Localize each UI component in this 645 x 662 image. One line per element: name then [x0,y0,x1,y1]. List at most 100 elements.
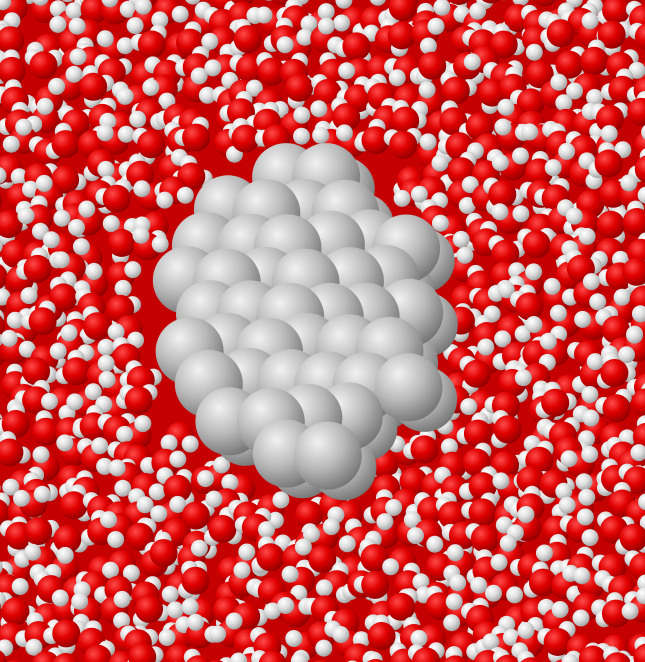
oxygen-atom [602,394,631,423]
hydrogen-atom [10,168,28,186]
oxygen-atom [489,30,518,59]
oxygen-atom [627,97,645,126]
hydrogen-atom [497,281,515,299]
hydrogen-atom [68,219,85,236]
water-molecule [629,636,645,662]
oxygen-atom [602,0,631,25]
hydrogen-atom [636,587,645,605]
water-molecule [560,445,599,478]
hydrogen-atom [575,473,593,491]
water-molecule [538,332,570,371]
oxygen-atom [555,50,584,79]
hydrogen-atom [419,133,437,151]
hydrogen-atom [0,167,7,184]
hydrogen-atom [169,495,187,513]
oxygen-atom [595,104,624,133]
oxygen-atom [208,515,237,543]
oxygen-atom [0,264,8,290]
oxygen-atom [493,415,522,444]
oxygen-atom [361,126,390,155]
oxygen-atom [0,56,26,85]
oxygen-atom [0,210,23,239]
oxygen-atom [0,602,1,612]
hydrogen-atom [187,613,204,631]
water-molecule [96,124,135,155]
water-molecule [62,0,74,3]
hydrogen-atom [376,513,394,531]
hydrogen-atom [586,353,604,371]
oxygen-atom [233,25,262,54]
oxygen-atom [257,57,286,86]
hydrogen-atom [151,235,169,253]
hydrogen-atom [369,0,386,6]
hydrogen-atom [96,30,114,48]
oxygen-atom [367,622,396,650]
hydrogen-atom [312,126,330,144]
oxygen-atom [124,386,153,415]
hydrogen-atom [60,324,78,342]
water-molecule [251,536,285,574]
hydrogen-atom [333,14,351,32]
hydrogen-atom [181,435,199,453]
hydrogen-atom [461,176,479,194]
hydrogen-atom [35,174,53,192]
water-molecule [0,136,1,147]
hydrogen-atom [521,123,539,141]
oxygen-atom [631,388,645,417]
oxygen-atom [546,19,575,48]
water-molecule [523,561,557,598]
hydrogen-atom [171,5,189,23]
water-molecule [544,142,580,179]
oxygen-atom [633,643,645,662]
hydrogen-atom [113,612,131,630]
oxygen-atom [59,491,88,520]
hydrogen-atom [48,77,66,95]
water-molecule [403,428,439,464]
hydrogen-atom [543,277,561,295]
water-molecule [566,508,599,547]
water-molecule [0,520,34,557]
water-molecule [0,193,3,208]
hydrogen-atom [445,593,463,611]
hydrogen-atom [78,200,96,218]
hydrogen-atom [258,521,275,539]
hydrogen-atom [116,37,134,55]
oxygen-atom [580,46,609,75]
hydrogen-atom [582,273,600,291]
hydrogen-atom [84,383,102,401]
hydrogen-atom [506,586,524,604]
hydrogen-atom [117,125,135,143]
oxygen-atom [634,155,645,183]
hydrogen-atom [582,409,600,427]
oxygen-atom [137,30,166,59]
oxygen-atom [441,76,470,105]
water-molecule [310,17,345,54]
oxygen-atom [491,239,520,268]
hydrogen-atom [197,470,214,488]
oxygen-atom [332,103,361,132]
hydrogen-atom [116,87,134,105]
oxygen-atom [83,644,112,662]
hydrogen-atom [51,589,69,607]
hydrogen-atom [156,191,174,209]
water-molecule [543,277,579,313]
water-molecule [151,0,189,29]
water-molecule [532,0,557,7]
hydrogen-atom [238,543,256,561]
hydrogen-atom [0,484,1,492]
hydrogen-atom [276,36,294,54]
oxygen-atom [32,651,60,662]
hydrogen-atom [36,97,54,115]
oxygen-atom [181,501,210,530]
water-molecule [119,384,158,415]
oxygen-atom [28,307,57,336]
water-molecule [281,565,316,602]
water-molecule [492,649,521,662]
water-molecule [506,506,542,542]
oxygen-atom [541,388,570,417]
hydrogen-atom [637,186,645,204]
hydrogen-atom [33,485,51,503]
water-molecule [544,13,575,52]
hydrogen-atom [69,48,87,66]
hydrogen-atom [338,535,356,553]
